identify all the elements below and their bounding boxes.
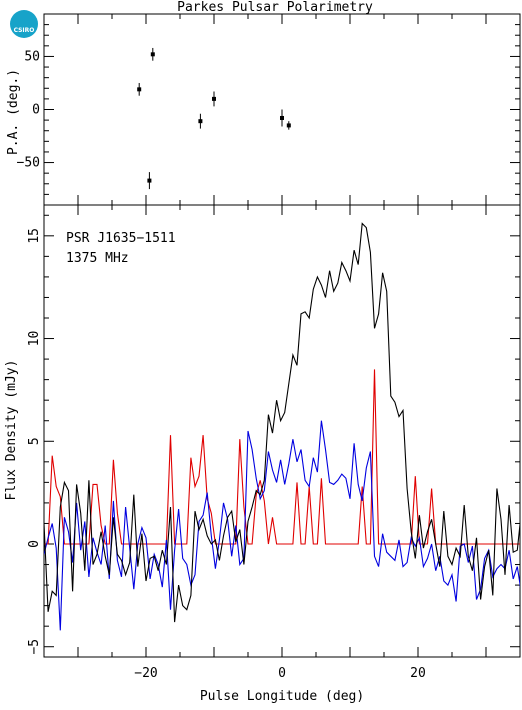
pa-point [150,52,155,57]
flux-axis-ticks: −5 0 5 10 15 −20 0 20 [27,205,520,681]
flux-linear-polarization-line [44,369,520,545]
flux-annotation-source: PSR J1635−1511 [66,231,176,246]
flux-xtick-label: 20 [410,666,426,681]
flux-ytick-label: 10 [27,331,42,347]
flux-annotation-frequency: 1375 MHz [66,251,129,266]
pa-ylabel: P.A. (deg.) [6,69,21,155]
pa-point [286,123,291,128]
pa-point [212,96,216,101]
flux-xlabel: Pulse Longitude (deg) [200,689,364,704]
flux-circular-polarization-line [44,420,520,631]
flux-ytick-label: −5 [27,639,42,655]
flux-total-intensity-line [44,222,520,623]
chart-title: Parkes Pulsar Polarimetry [177,0,373,15]
csiro-logo-text: CSIRO [13,27,35,34]
pa-point [198,119,203,124]
flux-panel-frame [43,204,521,658]
pa-point [280,115,284,120]
pa-point [137,87,142,92]
pa-ytick-label: 0 [32,103,40,118]
flux-ytick-label: 5 [27,437,42,445]
flux-ytick-label: 15 [27,228,42,244]
flux-ytick-label: 0 [27,540,42,548]
flux-series-group [44,222,520,631]
pa-data-points [137,47,291,190]
pa-axis-ticks: −50 0 50 [17,14,520,205]
pa-ytick-label: 50 [24,49,40,64]
flux-xtick-label: 0 [278,666,286,681]
csiro-logo: CSIRO [10,10,38,38]
pa-ytick-label: −50 [17,156,40,171]
pa-point [147,178,152,183]
flux-xtick-label: −20 [134,666,157,681]
flux-ylabel: Flux Density (mJy) [4,360,19,501]
